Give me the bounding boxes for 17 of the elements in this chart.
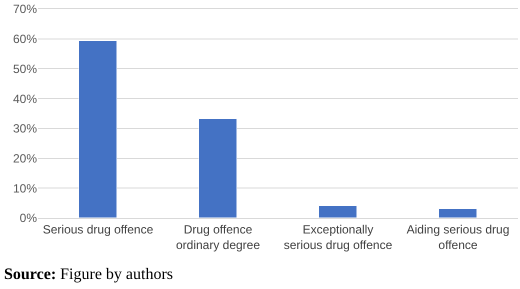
y-tick-label: 50%	[12, 62, 38, 76]
x-tick-label: Exceptionally serious drug offence	[284, 222, 393, 252]
y-tick-label: 70%	[12, 2, 38, 16]
source-note: Source: Figure by authors	[4, 266, 174, 283]
y-tick-label: 0%	[20, 211, 38, 226]
bar	[78, 40, 117, 218]
y-tick-label: 40%	[12, 92, 38, 106]
y-tick-label: 30%	[12, 122, 38, 136]
bar	[438, 208, 477, 218]
y-tick-label: 10%	[12, 181, 38, 196]
x-tick-label: Serious drug offence	[42, 222, 154, 236]
y-tick-label: 60%	[12, 32, 38, 46]
bar	[318, 206, 357, 218]
x-tick-label: Aiding serious drug offence	[406, 222, 510, 252]
y-tick-label: 20%	[12, 151, 38, 166]
bar	[198, 118, 237, 218]
x-tick-label: Drug offence ordinary degree	[176, 222, 260, 252]
